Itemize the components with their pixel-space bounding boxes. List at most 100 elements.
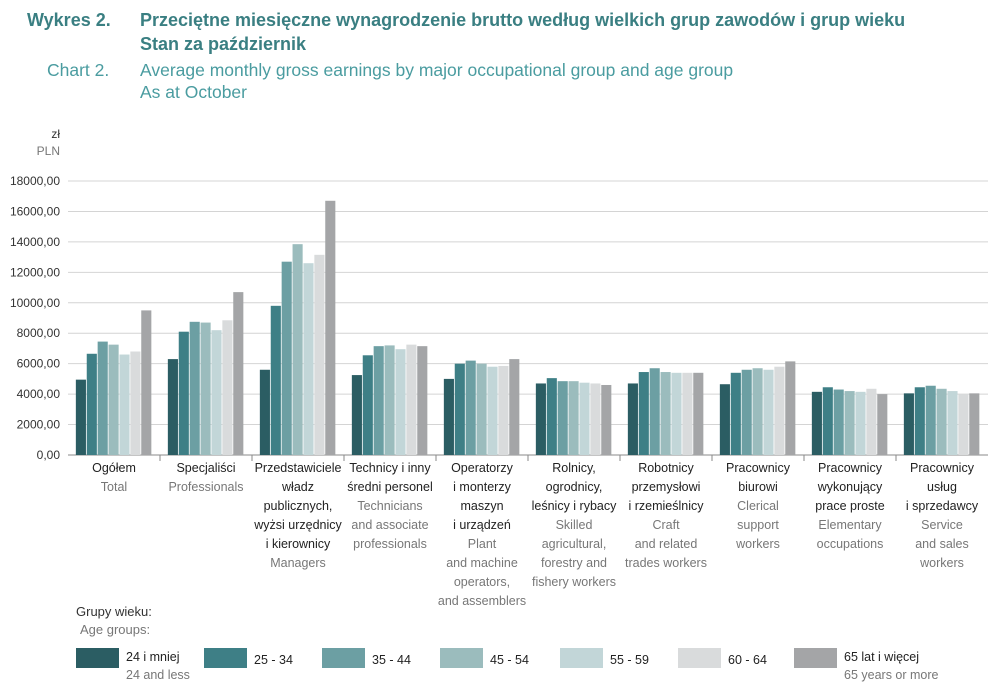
bar [487, 366, 498, 455]
category-label-en: Craft [652, 518, 680, 532]
category-label-pl: wykonujący [817, 480, 883, 494]
category-label-pl: Technicy i inny [349, 461, 431, 475]
category-label-en: professionals [353, 537, 427, 551]
y-unit-pl: zł [51, 127, 60, 141]
category-label-en: Technicians [357, 499, 422, 513]
bar [535, 383, 546, 455]
bar [866, 388, 877, 455]
bar [693, 372, 704, 455]
y-tick-label: 10000,00 [10, 296, 60, 310]
category-label-pl: przemysłowi [632, 480, 701, 494]
y-tick-label: 18000,00 [10, 174, 60, 188]
bar [969, 393, 980, 455]
bar [498, 365, 509, 455]
legend-title-en: Age groups: [80, 622, 151, 637]
y-tick-label: 16000,00 [10, 204, 60, 218]
bar [200, 322, 211, 455]
category-label-en: occupations [817, 537, 884, 551]
bar [75, 379, 86, 455]
category-label-pl: Pracownicy [726, 461, 791, 475]
bar [936, 388, 947, 455]
category-label-en: and associate [351, 518, 428, 532]
y-tick-label: 4000,00 [17, 387, 61, 401]
bar [108, 344, 119, 455]
category-label-en: workers [735, 537, 780, 551]
bar [752, 368, 763, 455]
bar [189, 321, 200, 455]
category-label-pl: maszyn [460, 499, 503, 513]
legend-label-en: 24 and less [126, 668, 190, 682]
bar [465, 360, 476, 455]
category-label-pl: Przedstawiciele [255, 461, 342, 475]
bar [270, 305, 281, 455]
category-label-pl: wyżsi urzędnicy [253, 518, 342, 532]
category-label-en: Professionals [168, 480, 243, 494]
category-label-pl: Ogółem [92, 461, 136, 475]
bar [454, 363, 465, 455]
legend-swatch [322, 648, 365, 668]
bar [281, 261, 292, 455]
bar [660, 372, 671, 455]
category-label-en: workers [919, 556, 964, 570]
category-label-pl: Robotnicy [638, 461, 694, 475]
bar [590, 383, 601, 455]
y-tick-label: 2000,00 [17, 418, 61, 432]
y-unit-en: PLN [37, 144, 60, 158]
chart-subtitle-pl: Stan za październik [140, 34, 307, 54]
category-label-pl: i kierownicy [266, 537, 331, 551]
legend-label: 60 - 64 [728, 653, 767, 667]
bar [233, 292, 244, 455]
bar [119, 354, 130, 455]
bar [719, 384, 730, 455]
bar [627, 383, 638, 455]
bar [222, 320, 233, 455]
y-tick-label: 8000,00 [17, 326, 61, 340]
y-tick-label: 14000,00 [10, 235, 60, 249]
category-label-en: Elementary [818, 518, 882, 532]
chart-label-en: Chart 2. [47, 60, 110, 80]
bar [855, 391, 866, 455]
category-label-pl: Pracownicy [910, 461, 975, 475]
bar [476, 363, 487, 455]
bar [914, 387, 925, 455]
legend-swatch [76, 648, 119, 668]
category-label-pl: Specjaliści [176, 461, 235, 475]
bar [406, 344, 417, 455]
legend-label-en: 65 years or more [844, 668, 939, 682]
bar [141, 310, 152, 455]
category-label-en: Skilled [556, 518, 593, 532]
category-label-en: Service [921, 518, 963, 532]
bar [774, 366, 785, 455]
y-tick-label: 0,00 [37, 448, 61, 462]
bar [903, 393, 914, 455]
legend-title-pl: Grupy wieku: [76, 604, 152, 619]
category-label-en: Total [101, 480, 127, 494]
legend-swatch [678, 648, 721, 668]
bar [86, 353, 97, 455]
bar [362, 355, 373, 455]
y-tick-label: 12000,00 [10, 265, 60, 279]
chart-title-pl: Przeciętne miesięczne wynagrodzenie brut… [140, 10, 906, 30]
bar [351, 375, 362, 455]
category-label-pl: władz [281, 480, 314, 494]
bar [730, 372, 741, 455]
category-label-pl: Operatorzy [451, 461, 514, 475]
bar [384, 345, 395, 455]
bar [763, 369, 774, 455]
bar [211, 330, 222, 455]
bar [546, 378, 557, 455]
legend-label-pl: 65 lat i więcej [844, 650, 919, 664]
category-label-en: support [737, 518, 779, 532]
bar [649, 368, 660, 455]
category-label-en: and sales [915, 537, 969, 551]
chart-title-en: Average monthly gross earnings by major … [140, 60, 734, 80]
category-label-pl: leśnicy i rybacy [532, 499, 617, 513]
bar [958, 394, 969, 455]
bar [741, 369, 752, 455]
bar [259, 369, 270, 455]
category-label-pl: publicznych, [264, 499, 333, 513]
bar [325, 200, 336, 455]
category-label-pl: średni personel [347, 480, 432, 494]
bar [877, 394, 888, 455]
